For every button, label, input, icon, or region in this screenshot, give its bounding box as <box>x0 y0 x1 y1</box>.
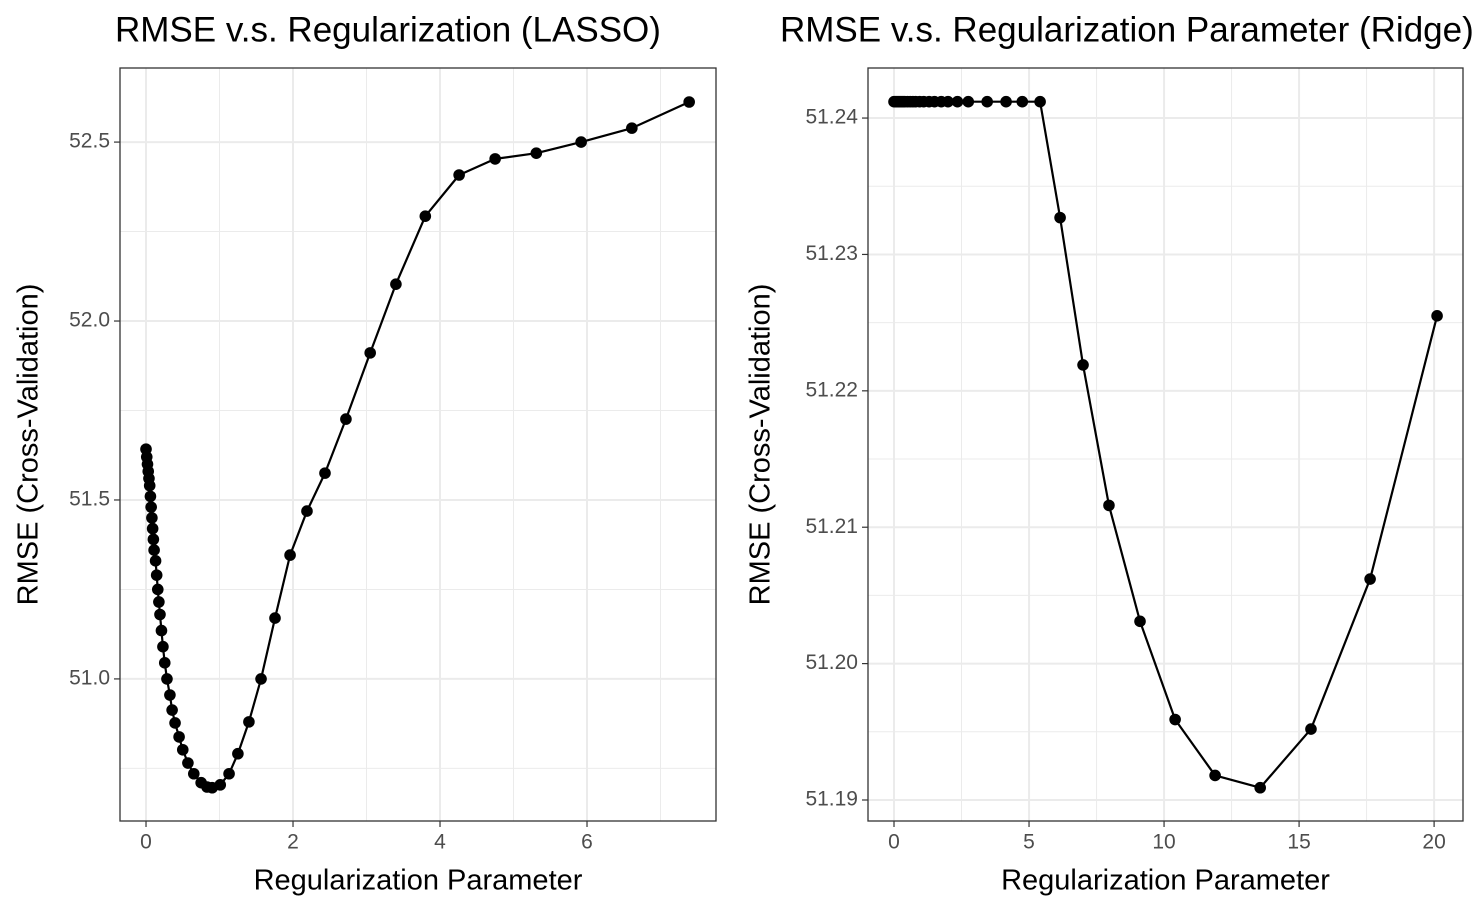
data-point <box>1431 310 1443 322</box>
data-point <box>1209 769 1221 782</box>
plot-border <box>119 67 717 822</box>
data-point <box>164 689 176 701</box>
data-point <box>1254 781 1266 794</box>
x-axis-label: Regularization Parameter <box>1001 865 1330 897</box>
data-point <box>530 147 543 159</box>
data-point <box>453 169 465 181</box>
data-point <box>173 731 185 743</box>
data-point <box>364 347 376 359</box>
data-point <box>149 555 162 567</box>
y-tick-label: 51.5 <box>69 488 110 511</box>
data-point <box>155 624 168 637</box>
y-tick-label: 51.19 <box>805 788 858 811</box>
x-tick-label: 4 <box>434 831 446 854</box>
data-point <box>157 640 169 653</box>
plot-border <box>867 67 1464 822</box>
x-axis-label: Regularization Parameter <box>254 865 583 897</box>
data-point <box>187 767 200 780</box>
data-point <box>158 657 171 669</box>
data-point <box>942 95 954 108</box>
data-point <box>148 544 160 556</box>
data-point <box>284 549 296 561</box>
y-tick-label: 51.24 <box>805 106 858 129</box>
data-point <box>1169 713 1181 726</box>
data-point <box>232 747 244 760</box>
data-point <box>143 479 156 492</box>
data-point <box>1016 95 1029 108</box>
data-point <box>981 95 993 108</box>
y-tick-label: 51.23 <box>805 242 858 265</box>
data-point <box>390 278 402 290</box>
data-point <box>147 533 160 546</box>
y-tick-label: 51.0 <box>69 666 110 689</box>
data-point <box>269 612 281 624</box>
data-point <box>182 757 194 769</box>
data-point <box>223 767 235 780</box>
panel: 0 5 10 15 20 51.19 51.20 51.21 51.22 51.23 51.24 RM… <box>745 10 1474 896</box>
data-point <box>1103 499 1115 512</box>
data-point <box>151 583 164 596</box>
data-point <box>1077 359 1089 371</box>
x-tick-label: 0 <box>140 831 152 854</box>
data-point <box>1034 95 1046 108</box>
data-point <box>161 673 173 685</box>
chart-title: RMSE v.s. Regularization (LASSO) <box>115 10 661 49</box>
chart-title: RMSE v.s. Regularization Parameter (Ridg… <box>780 10 1474 49</box>
data-point <box>626 122 638 134</box>
data-point <box>683 96 695 108</box>
data-point <box>1364 573 1376 585</box>
data-point <box>319 467 331 479</box>
data-point <box>145 501 157 513</box>
data-point <box>1134 615 1146 628</box>
data-point <box>1305 723 1317 735</box>
x-tick-label: 0 <box>888 831 900 854</box>
x-tick-label: 2 <box>287 831 299 854</box>
y-tick-label: 52.5 <box>69 130 110 153</box>
data-point <box>340 413 352 425</box>
data-point <box>153 596 165 608</box>
data-point <box>169 717 181 729</box>
data-point <box>1054 211 1066 224</box>
data-point <box>144 490 157 503</box>
data-point <box>146 522 159 535</box>
grid <box>868 68 1463 821</box>
y-tick-label: 51.22 <box>805 378 858 401</box>
data-point <box>1000 95 1012 108</box>
data-point <box>419 210 432 222</box>
data-point <box>146 512 158 524</box>
data <box>888 95 1443 794</box>
plot-background <box>120 68 716 821</box>
y-tick-label: 51.21 <box>805 515 858 538</box>
y-axis-label: RMSE (Cross-Validation) <box>13 284 45 606</box>
data-point <box>176 743 189 756</box>
x-tick-label: 5 <box>1023 831 1035 854</box>
y-tick-label: 52.0 <box>69 309 110 332</box>
data-point <box>243 716 255 728</box>
data-point <box>301 505 313 517</box>
data-point <box>489 153 501 165</box>
data-point <box>150 569 163 581</box>
data-point <box>214 779 227 791</box>
data-point <box>255 673 267 685</box>
x-tick-label: 10 <box>1152 831 1175 854</box>
data-point <box>575 136 587 148</box>
plot-background <box>868 68 1463 821</box>
data-point <box>951 95 964 108</box>
x-tick-label: 15 <box>1287 831 1310 854</box>
data-point <box>166 704 178 716</box>
data <box>140 96 695 794</box>
y-axis-label: RMSE (Cross-Validation) <box>745 284 777 606</box>
panel: 0 2 4 6 51.0 51.5 52.0 52.5 RMSE v.s. Regulariza… <box>13 10 717 897</box>
x-tick-label: 6 <box>581 831 593 854</box>
data-point <box>962 95 975 108</box>
x-tick-label: 20 <box>1422 831 1445 854</box>
data-point <box>154 608 166 621</box>
y-tick-label: 51.20 <box>805 651 858 674</box>
